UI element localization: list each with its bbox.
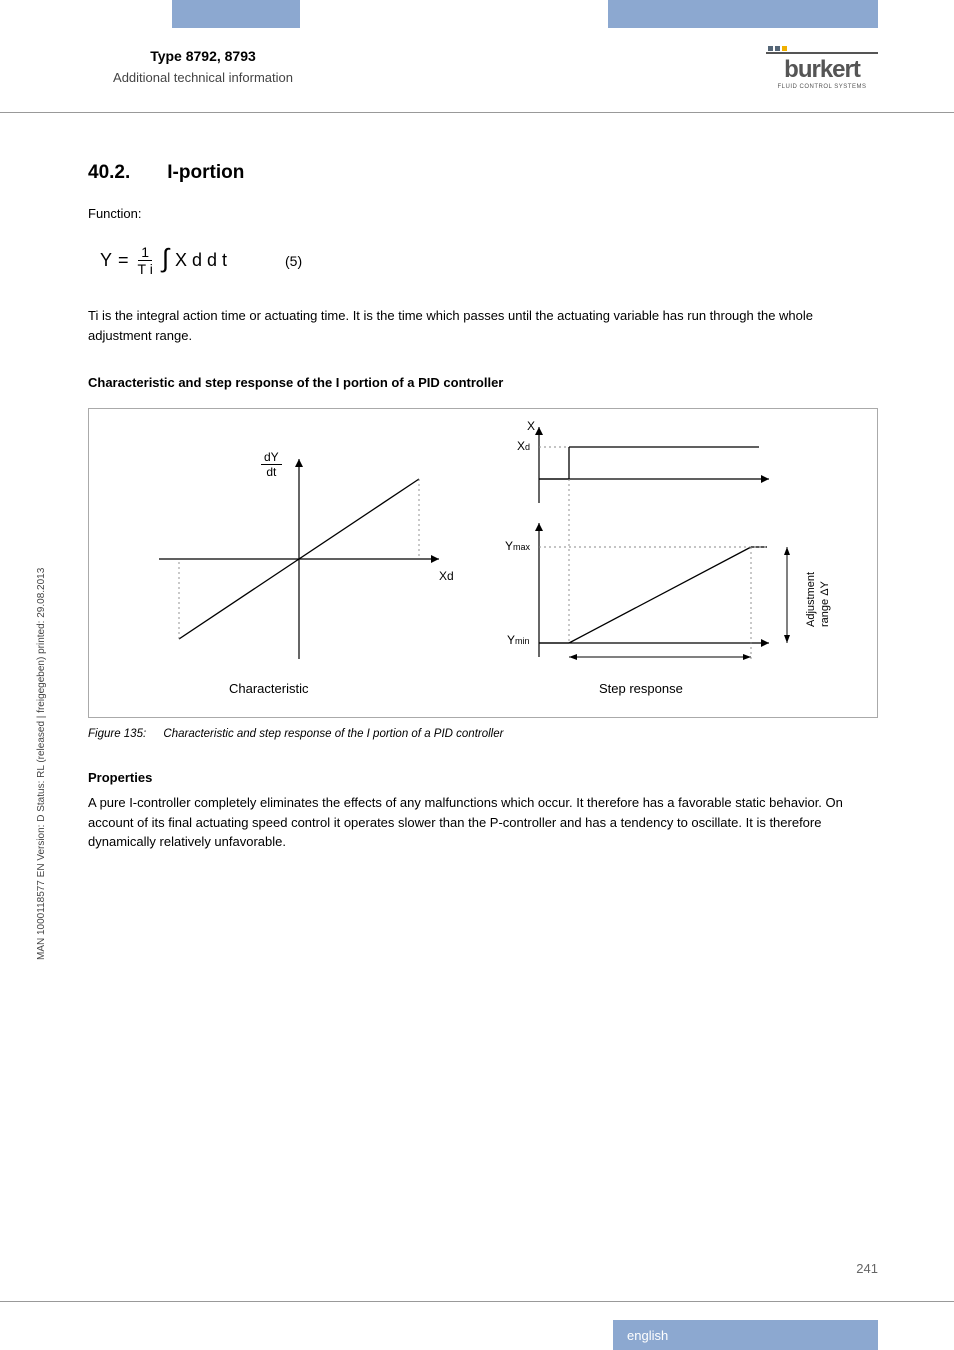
left-y-label: dY dt bbox=[261, 451, 282, 478]
logo-dot bbox=[782, 46, 787, 51]
xd-sub: d bbox=[525, 442, 530, 452]
integral-sign: ∫ bbox=[162, 243, 169, 274]
logo-subtext: FLUID CONTROL SYSTEMS bbox=[766, 84, 878, 90]
logo-underline bbox=[766, 52, 878, 54]
ymin-label: Ymin bbox=[507, 633, 530, 647]
page-number: 241 bbox=[856, 1261, 878, 1276]
integral-body: X d d t bbox=[175, 250, 227, 271]
figure-caption: Figure 135: Characteristic and step resp… bbox=[88, 728, 878, 740]
header-left: Type 8792, 8793 Additional technical inf… bbox=[88, 48, 388, 85]
caption-label: Figure 135: bbox=[88, 728, 146, 740]
figure-box: dY dt Xd Characteristic bbox=[88, 408, 878, 718]
equation-number: (5) bbox=[285, 253, 302, 269]
left-x-label: Xd bbox=[439, 569, 454, 583]
properties-paragraph: A pure I-controller completely eliminate… bbox=[88, 793, 878, 852]
paragraph-ti: Ti is the integral action time or actuat… bbox=[88, 306, 878, 345]
adj-text: Adjustment bbox=[805, 572, 817, 627]
formula-lhs: Y bbox=[100, 250, 112, 271]
section-title: 40.2. I-portion bbox=[88, 162, 878, 184]
left-caption: Characteristic bbox=[229, 681, 308, 696]
frac-denominator: T i bbox=[135, 261, 156, 276]
formula: Y = 1 T i ∫ X d d t (5) bbox=[100, 245, 878, 276]
top-decoration bbox=[0, 0, 954, 28]
figure-heading: Characteristic and step response of the … bbox=[88, 375, 878, 390]
main-content: 40.2. I-portion Function: Y = 1 T i ∫ X … bbox=[88, 162, 878, 882]
side-meta-text: MAN 1000118577 EN Version: D Status: RL … bbox=[36, 568, 47, 960]
top-block-right bbox=[608, 0, 878, 28]
step-response-chart bbox=[479, 413, 869, 693]
caption-text: Characteristic and step response of the … bbox=[163, 728, 503, 740]
language-label: english bbox=[627, 1328, 668, 1343]
ymin-sub: min bbox=[515, 636, 530, 646]
top-block-left bbox=[172, 0, 300, 28]
language-box: english bbox=[613, 1320, 878, 1350]
function-label: Function: bbox=[88, 206, 878, 221]
ymax-label: Ymax bbox=[505, 539, 530, 553]
ymax-sub: max bbox=[513, 542, 530, 552]
section-name: I-portion bbox=[167, 162, 244, 183]
brand-logo: burkert FLUID CONTROL SYSTEMS bbox=[766, 46, 878, 90]
logo-text: burkert bbox=[766, 56, 878, 84]
section-number: 40.2. bbox=[88, 162, 162, 184]
logo-dot bbox=[768, 46, 773, 51]
header-rule bbox=[0, 112, 954, 113]
subtitle-line: Additional technical information bbox=[88, 70, 318, 85]
formula-fraction: 1 T i bbox=[135, 245, 156, 276]
right-caption: Step response bbox=[599, 681, 683, 696]
logo-dot bbox=[775, 46, 780, 51]
range-label: range ΔY bbox=[819, 581, 831, 627]
equals-sign: = bbox=[118, 250, 129, 271]
footer-rule bbox=[0, 1301, 954, 1302]
properties-title: Properties bbox=[88, 770, 878, 785]
range-text: range ΔY bbox=[819, 581, 831, 627]
x-axis-label: X bbox=[527, 419, 535, 433]
adjustment-label: Adjustment bbox=[805, 572, 817, 627]
xd-label: Xd bbox=[517, 439, 530, 453]
logo-dots bbox=[768, 46, 878, 51]
dy-label: dY bbox=[261, 451, 282, 465]
type-line: Type 8792, 8793 bbox=[88, 48, 318, 64]
dt-label: dt bbox=[263, 465, 279, 478]
frac-numerator: 1 bbox=[138, 245, 152, 261]
